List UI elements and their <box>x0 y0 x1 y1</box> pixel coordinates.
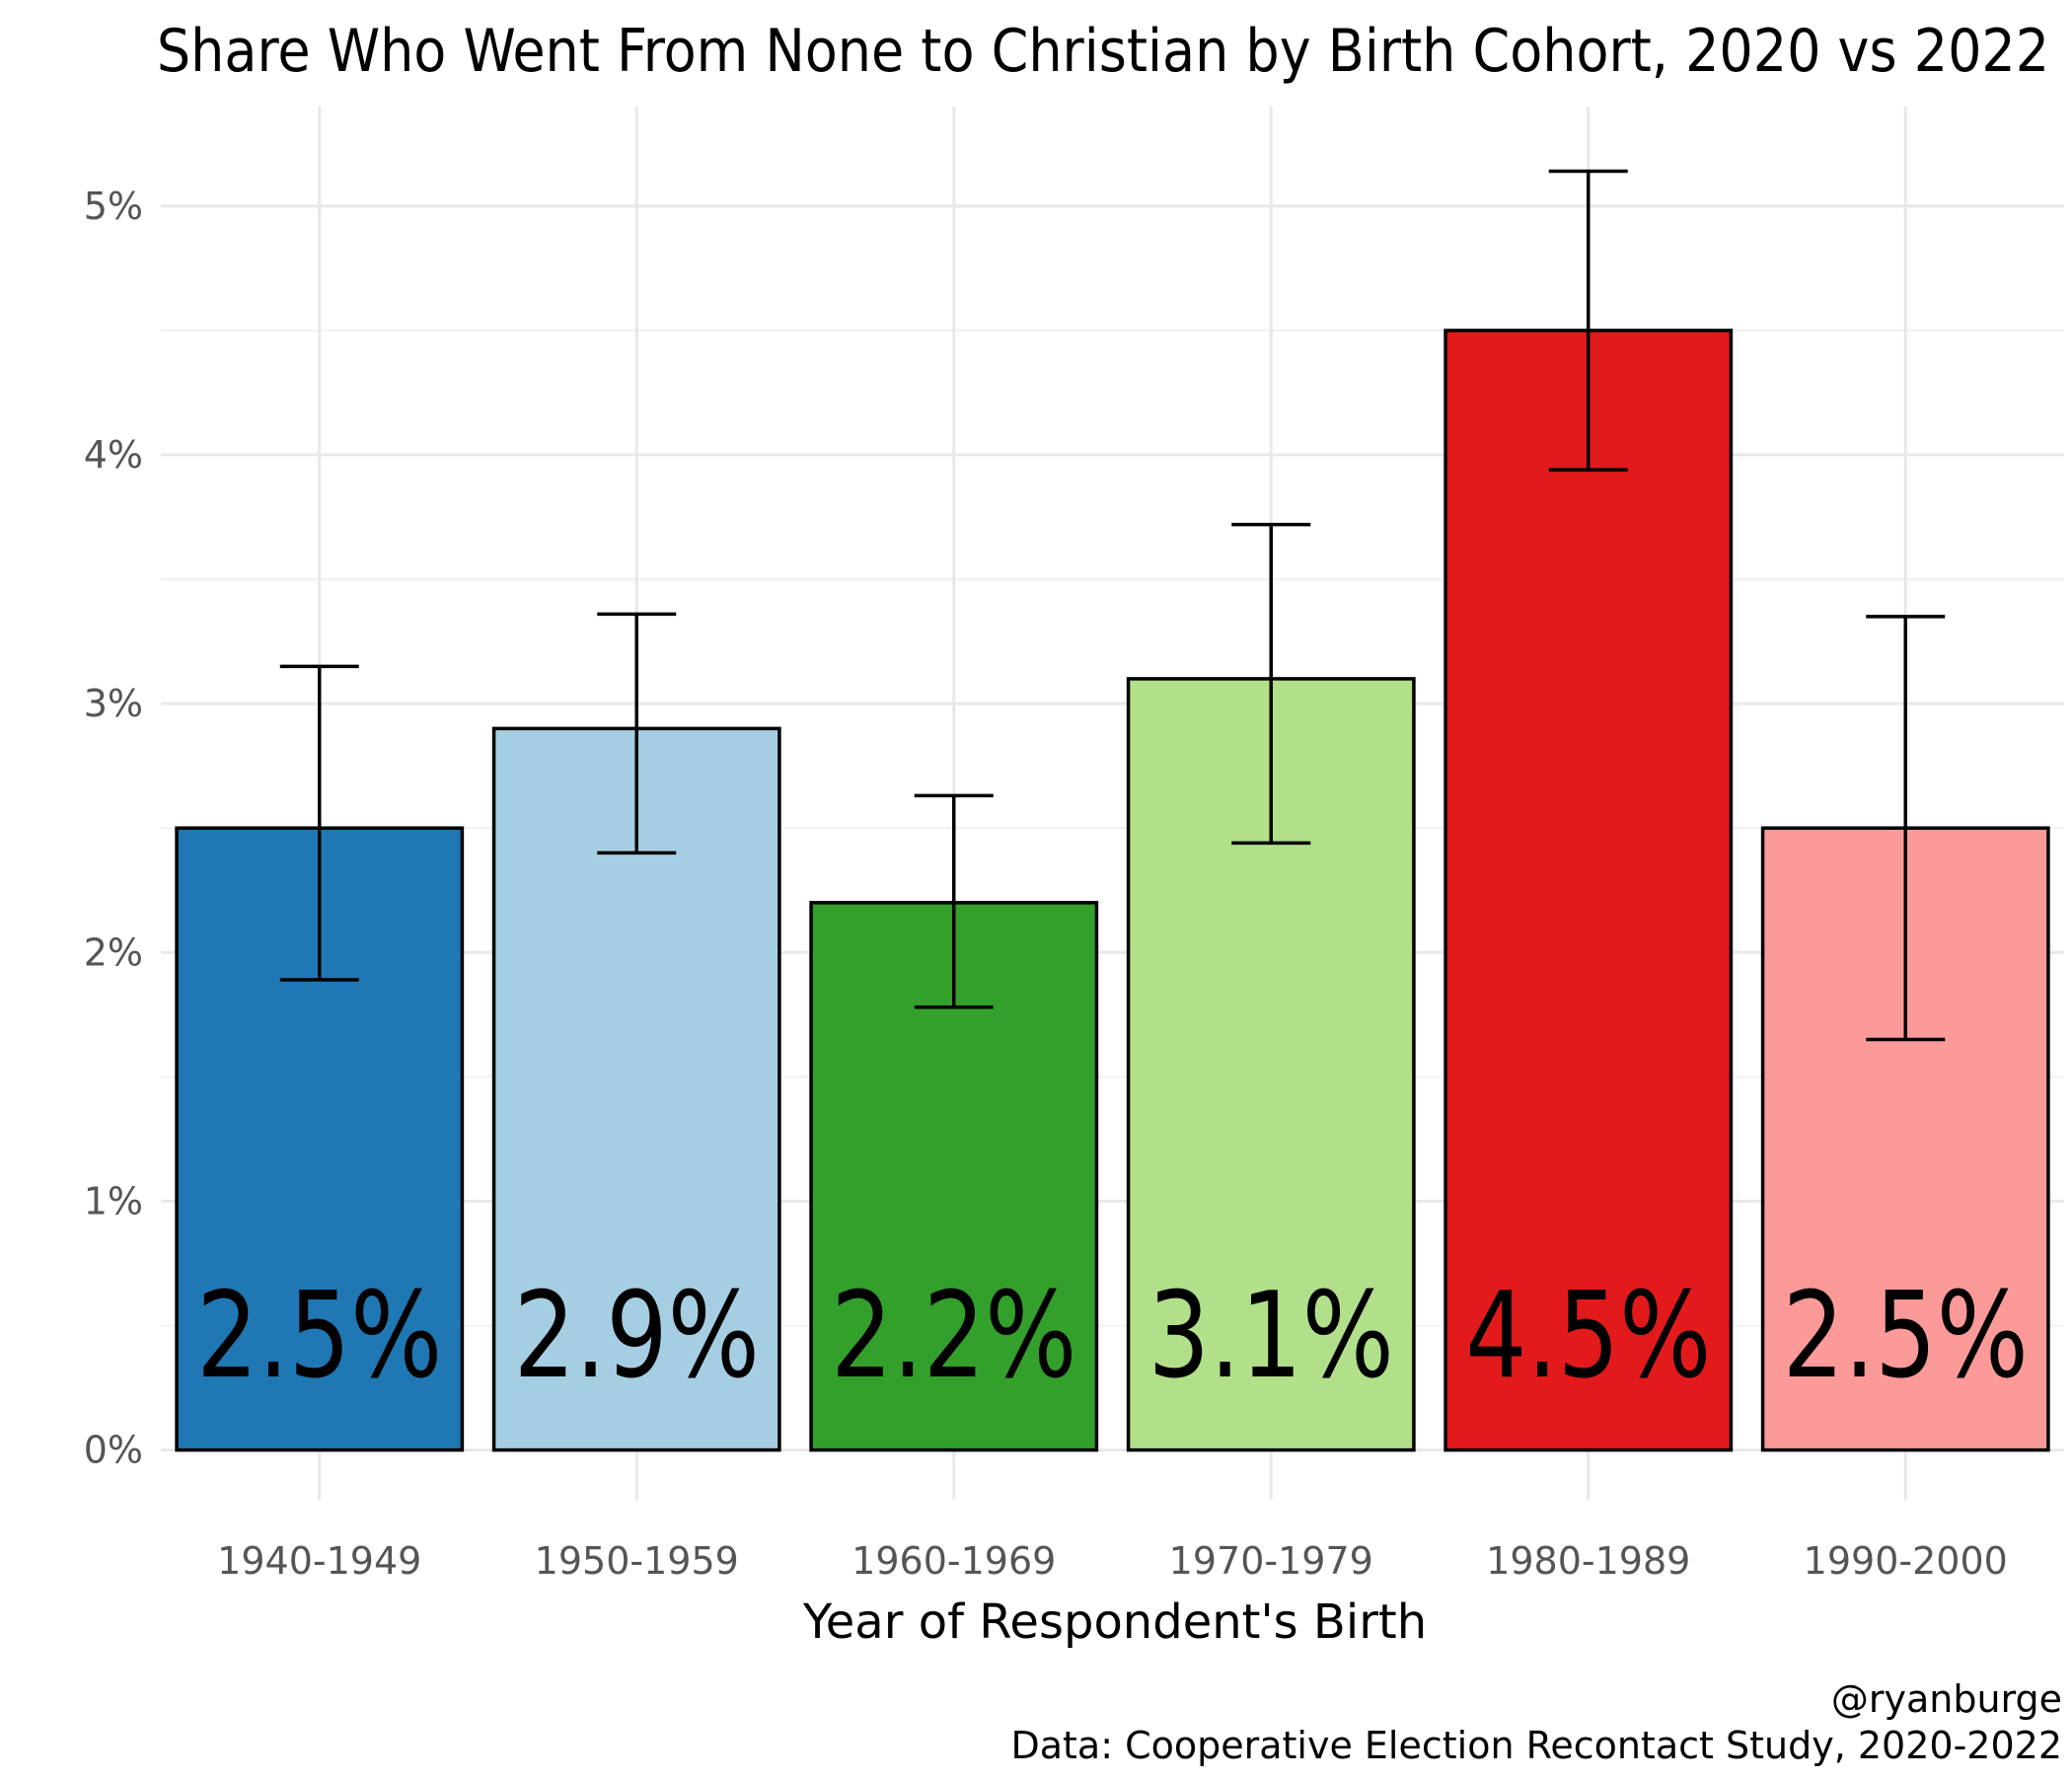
x-tick-label: 1990-2000 <box>1804 1539 2008 1583</box>
value-label-1960-1969: 2.2% <box>831 1268 1076 1405</box>
x-axis-ticks: 1940-1949 1950-1959 1960-1969 1970-1979 1980… <box>217 1539 2008 1583</box>
x-tick-label: 1970-1979 <box>1169 1539 1373 1583</box>
value-labels: 2.5% 2.9% 2.2% 3.1% 4.5% 2.5% <box>196 1268 2029 1405</box>
value-label-1950-1959: 2.9% <box>514 1268 760 1405</box>
error-bar-1990-2000 <box>1866 615 1946 1042</box>
error-bar-1980-1989 <box>1548 169 1628 472</box>
bar-1980-1989 <box>1443 329 1734 1452</box>
value-label-1970-1979: 3.1% <box>1148 1268 1394 1405</box>
error-bar-1950-1959 <box>597 612 677 855</box>
y-tick-label: 1% <box>84 1179 143 1223</box>
caption-handle: @ryanburge <box>1831 1677 2062 1721</box>
caption-source: Data: Cooperative Election Recontact Stu… <box>1010 1724 2062 1767</box>
bars <box>175 329 2050 1452</box>
error-bar-1970-1979 <box>1231 522 1311 846</box>
value-label-1980-1989: 4.5% <box>1465 1268 1711 1405</box>
chart-title: Share Who Went From None to Christian by… <box>157 17 2049 86</box>
x-tick-label: 1980-1989 <box>1486 1539 1690 1583</box>
x-tick-label: 1950-1959 <box>535 1539 739 1583</box>
y-tick-label: 2% <box>84 930 143 974</box>
value-label-1990-2000: 2.5% <box>1783 1268 2029 1405</box>
error-bar-1940-1949 <box>279 664 359 982</box>
y-tick-label: 3% <box>84 682 143 725</box>
error-bars <box>279 169 1946 1042</box>
x-axis-title: Year of Respondent's Birth <box>802 1595 1427 1650</box>
error-bar-1960-1969 <box>914 793 994 1009</box>
y-axis-ticks: 0% 1% 2% 3% 4% 5% <box>84 185 143 1472</box>
x-tick-label: 1960-1969 <box>851 1539 1056 1583</box>
y-tick-label: 5% <box>84 185 143 228</box>
y-tick-label: 0% <box>84 1429 143 1472</box>
x-tick-label: 1940-1949 <box>217 1539 421 1583</box>
value-label-1940-1949: 2.5% <box>196 1268 442 1405</box>
y-tick-label: 4% <box>84 433 143 477</box>
